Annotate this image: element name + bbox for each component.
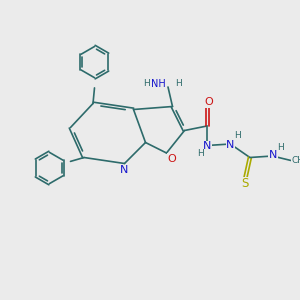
Text: O: O bbox=[204, 97, 213, 107]
Text: N: N bbox=[226, 140, 235, 150]
Text: CH₃: CH₃ bbox=[291, 156, 300, 165]
Text: N: N bbox=[269, 150, 277, 161]
Text: H: H bbox=[175, 80, 182, 88]
Text: NH: NH bbox=[151, 79, 166, 89]
Text: H: H bbox=[197, 149, 204, 158]
Text: N: N bbox=[120, 165, 129, 175]
Text: N: N bbox=[203, 141, 211, 151]
Text: S: S bbox=[242, 177, 249, 190]
Text: H: H bbox=[235, 131, 241, 140]
Text: O: O bbox=[167, 154, 176, 164]
Text: H: H bbox=[278, 143, 284, 152]
Text: H: H bbox=[143, 80, 150, 88]
